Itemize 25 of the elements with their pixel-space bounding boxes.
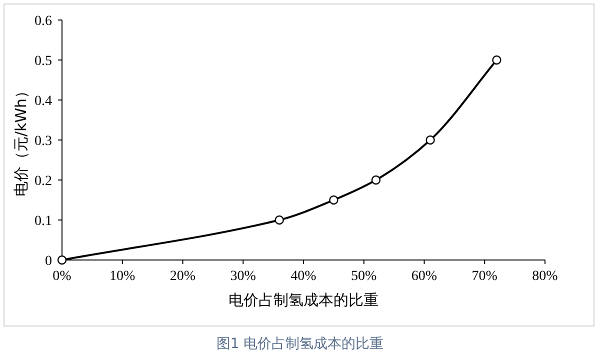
x-tick-label: 20% [170,269,196,284]
x-tick-label: 10% [110,269,136,284]
x-tick-label: 30% [230,269,256,284]
x-tick-label: 60% [411,269,438,284]
y-tick-label: 0.1 [34,214,52,229]
x-tick-label: 70% [472,269,498,284]
x-tick-label: 0% [52,269,72,284]
x-tick-label: 50% [351,269,378,284]
point [426,135,435,145]
x-tick-label: 80% [532,269,558,284]
y-tick-label: 0.3 [34,134,52,149]
y-axis-title: 电价（元/kWh） [12,83,30,197]
y-tick-label: 0 [45,254,52,269]
point [274,215,284,225]
x-tick-label: 40% [290,269,317,284]
caption: 图1 电价占制氢成本的比重 [216,336,384,352]
y-tick-label: 0.2 [34,174,52,189]
point [492,55,502,65]
point [329,195,338,205]
x-axis-title: 电价占制氢成本的比重 [228,291,378,309]
y-tick-label: 0.4 [34,94,52,109]
point [57,255,67,265]
y-tick-label: 0.6 [34,14,52,29]
point [371,175,381,185]
y-tick-label: 0.5 [34,54,52,69]
